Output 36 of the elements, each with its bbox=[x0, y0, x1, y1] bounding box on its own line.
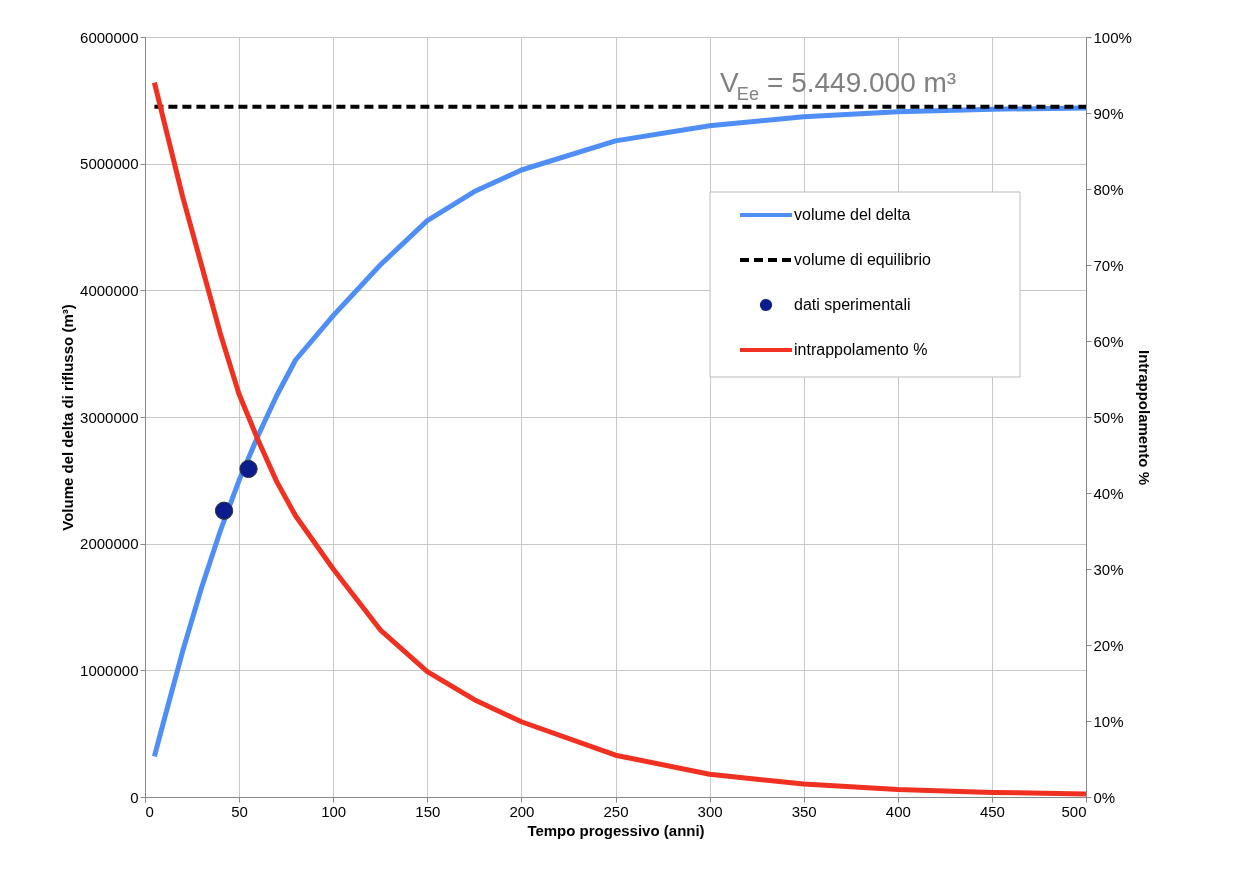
y2-tick-label: 0% bbox=[1093, 788, 1116, 806]
x-tick-label: 100 bbox=[321, 802, 347, 820]
y2-tick-label: 70% bbox=[1093, 256, 1124, 274]
x-tick-label: 0 bbox=[145, 802, 154, 820]
legend-label: volume del delta bbox=[794, 206, 911, 223]
legend-label: dati sperimentali bbox=[794, 296, 911, 313]
y2-tick-label: 60% bbox=[1093, 332, 1124, 350]
x-tick-label: 200 bbox=[509, 802, 535, 820]
y2-tick-label: 40% bbox=[1093, 484, 1124, 502]
y-tick-label: 4000000 bbox=[80, 281, 139, 299]
y2-tick-label: 90% bbox=[1093, 104, 1124, 122]
y2-tick-label: 100% bbox=[1093, 28, 1132, 46]
x-tick-label: 250 bbox=[603, 802, 629, 820]
x-tick-label: 50 bbox=[231, 802, 248, 820]
y2-tick-label: 20% bbox=[1093, 636, 1124, 654]
y2-tick-label: 80% bbox=[1093, 180, 1124, 198]
y2-axis-title: Intrappolamento % bbox=[1135, 349, 1153, 486]
y-axis-title: Volume del delta di riflusso (m³) bbox=[59, 304, 77, 531]
y2-tick-label: 50% bbox=[1093, 408, 1124, 426]
y-tick-label: 0 bbox=[130, 788, 139, 806]
y2-tick-label: 30% bbox=[1093, 560, 1124, 578]
x-tick-label: 300 bbox=[697, 802, 723, 820]
legend-label: intrappolamento % bbox=[794, 341, 928, 358]
x-tick-label: 350 bbox=[791, 802, 817, 820]
y2-tick-label: 10% bbox=[1093, 712, 1124, 730]
x-tick-label: 400 bbox=[885, 802, 911, 820]
y-tick-label: 2000000 bbox=[80, 535, 139, 553]
x-tick-label: 500 bbox=[1061, 802, 1087, 820]
legend-label: volume di equilibrio bbox=[794, 251, 932, 268]
x-axis-title: Tempo progessivo (anni) bbox=[527, 821, 705, 839]
y-tick-label: 1000000 bbox=[80, 661, 139, 679]
x-tick-label: 150 bbox=[415, 802, 441, 820]
y-tick-label: 5000000 bbox=[80, 155, 139, 173]
y-tick-label: 3000000 bbox=[80, 408, 139, 426]
x-tick-label: 450 bbox=[979, 802, 1005, 820]
y-tick-label: 6000000 bbox=[80, 28, 139, 46]
